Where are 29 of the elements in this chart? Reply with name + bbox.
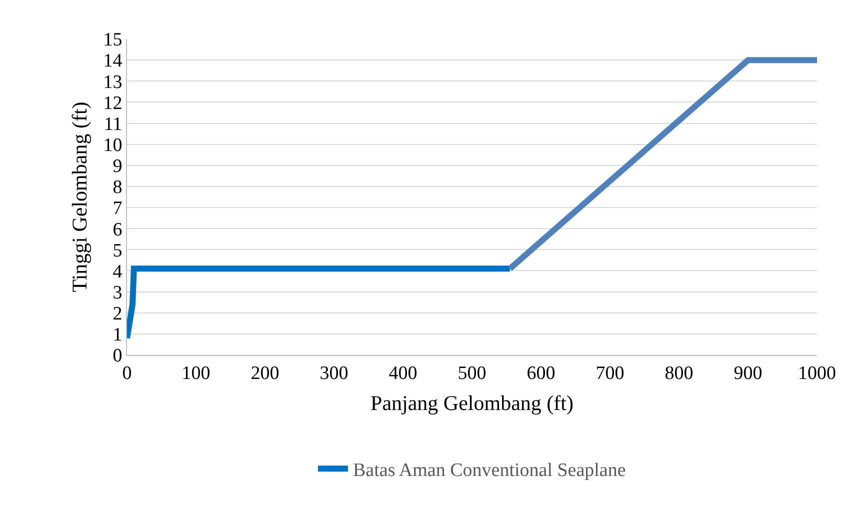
y-tick-label: 2 <box>112 304 122 325</box>
x-axis-title: Panjang Gelombang (ft) <box>370 391 574 415</box>
x-tick-label: 100 <box>182 362 210 384</box>
x-tick-label: 500 <box>458 362 486 384</box>
y-axis-title: Tinggi Gelombang (ft) <box>67 102 92 292</box>
y-tick-label: 5 <box>112 240 122 262</box>
y-tick-label: 9 <box>112 156 122 178</box>
y-tick-label: 6 <box>112 219 122 240</box>
legend-label: Batas Aman Conventional Seaplane <box>353 460 626 482</box>
y-tick-label: 13 <box>103 72 122 93</box>
y-tick-label: 4 <box>112 261 123 282</box>
x-tick-label: 200 <box>250 362 280 384</box>
x-tick-label: 700 <box>596 362 624 384</box>
x-tick-label: 900 <box>734 362 762 384</box>
y-tick-label: 14 <box>103 50 123 72</box>
y-tick-label: 3 <box>112 282 122 304</box>
y-tick-label: 0 <box>112 346 122 367</box>
y-tick-label: 12 <box>103 92 122 114</box>
y-tick-label: 8 <box>112 177 122 198</box>
x-tick-label: 400 <box>388 362 418 384</box>
y-tick-label: 1 <box>112 324 122 346</box>
x-tick-label: 1000 <box>798 362 836 384</box>
y-tick-label: 7 <box>112 198 122 220</box>
x-tick-label: 600 <box>526 362 556 384</box>
y-tick-label: 11 <box>104 114 122 135</box>
x-tick-label: 300 <box>320 362 348 384</box>
x-tick-label: 800 <box>664 362 694 384</box>
y-tick-label: 10 <box>103 134 122 156</box>
y-tick-label: 15 <box>103 30 122 51</box>
